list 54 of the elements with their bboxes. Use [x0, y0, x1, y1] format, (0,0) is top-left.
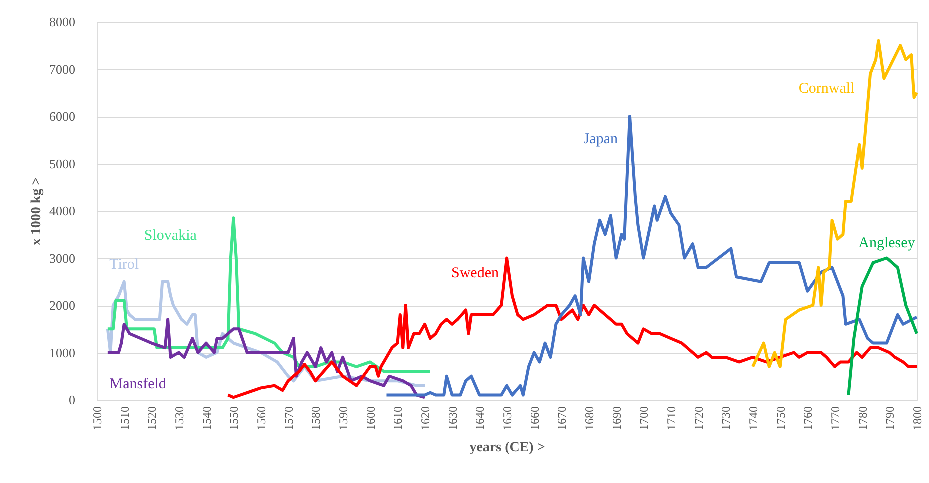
x-tick-label: 1700: [637, 406, 652, 430]
text: Slovakia: [144, 228, 198, 244]
x-tick-label: 1620: [418, 406, 432, 430]
y-tick-label: 1000: [50, 345, 76, 360]
x-tick-label: 1670: [555, 406, 570, 430]
x-tick-label: 1630: [446, 406, 460, 430]
line-series: [385, 115, 918, 397]
line-series: [226, 256, 918, 400]
y-tick-label: 8000: [50, 14, 76, 30]
series-label: Anglesey: [858, 235, 916, 252]
x-tick-label: 1500: [90, 406, 104, 430]
x-tick-label: 1550: [227, 406, 242, 430]
x-tick-label: 1640: [473, 406, 488, 430]
x-tick-label: 1750: [774, 406, 788, 430]
y-tick-label: 0: [69, 392, 76, 408]
y-tick-label: 7000: [50, 62, 76, 77]
x-tick-label: 1580: [309, 406, 324, 430]
x-tick-label: 1600: [364, 406, 378, 430]
y-tick-label: 4000: [50, 204, 76, 218]
x-tick-label: 1690: [610, 406, 624, 430]
x-tick-label: 1800: [910, 406, 924, 430]
line-series: [847, 256, 918, 397]
x-tick-label: 1570: [282, 406, 296, 430]
series-label: Japan: [584, 132, 618, 148]
x-tick-label: 1680: [582, 406, 596, 430]
series-label: Cornwall: [798, 80, 855, 97]
x-tick-label: 1590: [336, 406, 350, 430]
x-tick-label: 1610: [391, 406, 406, 430]
line-series: [106, 318, 426, 400]
x-tick-label: 1730: [719, 406, 734, 430]
series-label: Tirol: [110, 256, 140, 273]
x-tick-label: 1710: [664, 406, 678, 430]
x-tick-label: 1650: [500, 406, 514, 430]
series-label: Mansfeld: [110, 376, 167, 393]
x-tick-label: 1740: [746, 406, 760, 430]
x-tick-label: 1790: [883, 406, 898, 430]
x-axis-title: years (CE) >: [470, 440, 546, 456]
x-tick-label: 1560: [254, 406, 268, 430]
y-tick-label: 6000: [50, 109, 76, 124]
x-tick-label: 1540: [200, 406, 214, 430]
x-tick-label: 1660: [528, 406, 542, 430]
line-series: [752, 39, 918, 368]
x-tick-label: 1530: [172, 406, 186, 430]
series-label: Sweden: [452, 265, 500, 282]
x-tick-label: 1720: [692, 406, 706, 430]
y-tick-label: 3000: [50, 250, 76, 266]
y-tick-label: 5000: [50, 156, 76, 172]
x-tick-label: 1780: [856, 406, 870, 430]
x-tick-label: 1760: [801, 406, 816, 430]
x-tick-label: 1520: [145, 406, 160, 430]
y-tick-label: 2000: [50, 298, 76, 313]
y-axis-title: x 1000 kg >: [30, 177, 44, 246]
x-tick-label: 1510: [118, 406, 132, 430]
x-tick-label: 1770: [828, 406, 842, 430]
